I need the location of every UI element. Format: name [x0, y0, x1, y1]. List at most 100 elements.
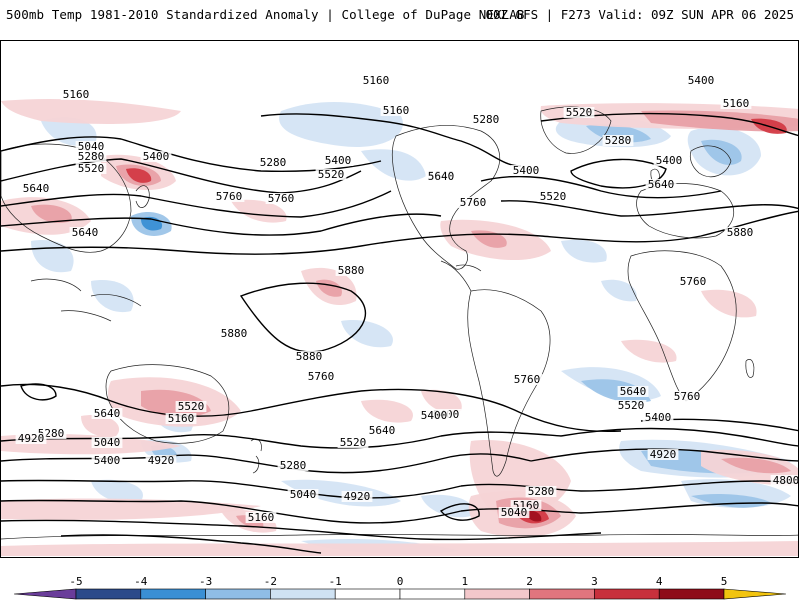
svg-text:5520: 5520 — [78, 162, 105, 175]
svg-text:4920: 4920 — [148, 454, 175, 467]
anomaly-area — [126, 168, 152, 183]
height-contour — [60, 534, 322, 554]
colorbar-tick-label: 4 — [655, 575, 663, 588]
contour-label: 5880 — [218, 327, 250, 340]
height-contour — [1, 519, 602, 541]
svg-text:5760: 5760 — [680, 275, 707, 288]
colorbar-bin — [270, 588, 336, 600]
colorbar-bin — [594, 588, 660, 600]
contour-label: 5520 — [315, 168, 347, 181]
coastline — [391, 125, 500, 270]
contour-label: 5160 — [60, 88, 92, 101]
contour-label: 5640 — [366, 424, 398, 437]
svg-text:5160: 5160 — [723, 97, 750, 110]
svg-text:5280: 5280 — [260, 156, 287, 169]
colorbar-min-extend — [13, 588, 77, 600]
contour-label: 5400 — [140, 150, 172, 163]
svg-text:5520: 5520 — [318, 168, 345, 181]
anomaly-area — [1, 99, 181, 124]
svg-text:5400: 5400 — [143, 150, 170, 163]
height-contours — [1, 112, 798, 554]
svg-text:5160: 5160 — [363, 74, 390, 87]
colorbar-tick-label: 3 — [591, 575, 598, 588]
contour-label: 5160 — [380, 104, 412, 117]
height-contour — [20, 383, 57, 401]
coastline — [440, 260, 482, 292]
svg-text:5760: 5760 — [460, 196, 487, 209]
anomaly-area — [231, 199, 287, 223]
anomaly-area — [586, 124, 651, 143]
contour-label: 5760 — [511, 373, 543, 386]
anomaly-area — [691, 493, 771, 508]
svg-text:5400: 5400 — [421, 409, 448, 422]
svg-text:5760: 5760 — [308, 370, 335, 383]
coastline — [467, 289, 551, 477]
height-contour — [1, 136, 382, 173]
anomaly-area — [81, 415, 120, 437]
coastline — [689, 145, 732, 178]
coastline — [250, 438, 262, 474]
colorbar-bin — [464, 588, 530, 600]
contour-label: 5280 — [75, 150, 107, 163]
contour-label: 5280 — [257, 156, 289, 169]
contour-label: 5400 — [418, 409, 450, 422]
contour-label: 5520 — [75, 162, 107, 175]
contour-label: 5520 — [337, 436, 369, 449]
colorbar-tick-label: -5 — [69, 575, 83, 588]
svg-text:5400: 5400 — [325, 154, 352, 167]
anomaly-area — [31, 240, 74, 273]
contour-label: 5760 — [671, 390, 703, 403]
svg-text:5880: 5880 — [221, 327, 248, 340]
svg-text:4920: 4920 — [18, 432, 45, 445]
svg-text:4800: 4800 — [773, 474, 799, 487]
contour-label: 4920 — [145, 454, 177, 467]
contour-label: 4920 — [341, 490, 373, 503]
contour-label: 5520 — [615, 399, 647, 412]
anomaly-area — [601, 279, 637, 302]
svg-text:5880: 5880 — [338, 264, 365, 277]
map-title: 500mb Temp 1981-2010 Standardized Anomal… — [6, 7, 525, 22]
anomaly-area — [361, 399, 413, 423]
colorbar: -5 -4 -3 -2 -1 0 1 2 3 4 5 — [0, 570, 800, 600]
contour-label: 5400 — [91, 454, 123, 467]
contour-label: 5040 — [498, 506, 530, 519]
svg-text:5760: 5760 — [216, 190, 243, 203]
height-contour — [560, 427, 798, 447]
colorbar-bin — [399, 588, 466, 600]
colorbar-bin — [529, 588, 595, 600]
anomaly-shading — [1, 99, 798, 556]
height-contour — [439, 503, 480, 521]
contour-label: 5280 — [525, 485, 557, 498]
anomaly-area — [279, 101, 403, 147]
height-contour — [260, 113, 522, 167]
svg-text:5640: 5640 — [620, 385, 647, 398]
contour-label: 5880 — [724, 226, 756, 239]
svg-text:5640: 5640 — [23, 182, 50, 195]
contour-label: 5400 — [642, 411, 674, 424]
anomaly-area — [91, 479, 143, 503]
contour-label: 5640 — [425, 170, 457, 183]
height-contour — [239, 282, 367, 353]
svg-text:5040: 5040 — [501, 506, 528, 519]
svg-text:5400: 5400 — [688, 74, 715, 87]
contour-label: 5760 — [265, 192, 297, 205]
height-contour — [1, 158, 362, 194]
contour-label: 5400 — [653, 154, 685, 167]
svg-text:5760: 5760 — [514, 373, 541, 386]
height-contour — [360, 388, 622, 433]
contour-label: 5040 — [75, 140, 107, 153]
contour-label: 5760 — [457, 196, 489, 209]
height-contour — [1, 213, 442, 236]
colorbar-max-extend — [723, 588, 787, 600]
svg-text:5640: 5640 — [72, 226, 99, 239]
svg-text:5280: 5280 — [78, 150, 105, 163]
contour-label: 5880 — [335, 264, 367, 277]
coastline — [636, 183, 735, 239]
contour-label: 5520 — [563, 106, 595, 119]
anomaly-area — [701, 289, 757, 318]
anomaly-area — [1, 498, 261, 520]
height-contour — [540, 210, 798, 243]
svg-text:5880: 5880 — [727, 226, 754, 239]
anomaly-area — [621, 339, 677, 363]
